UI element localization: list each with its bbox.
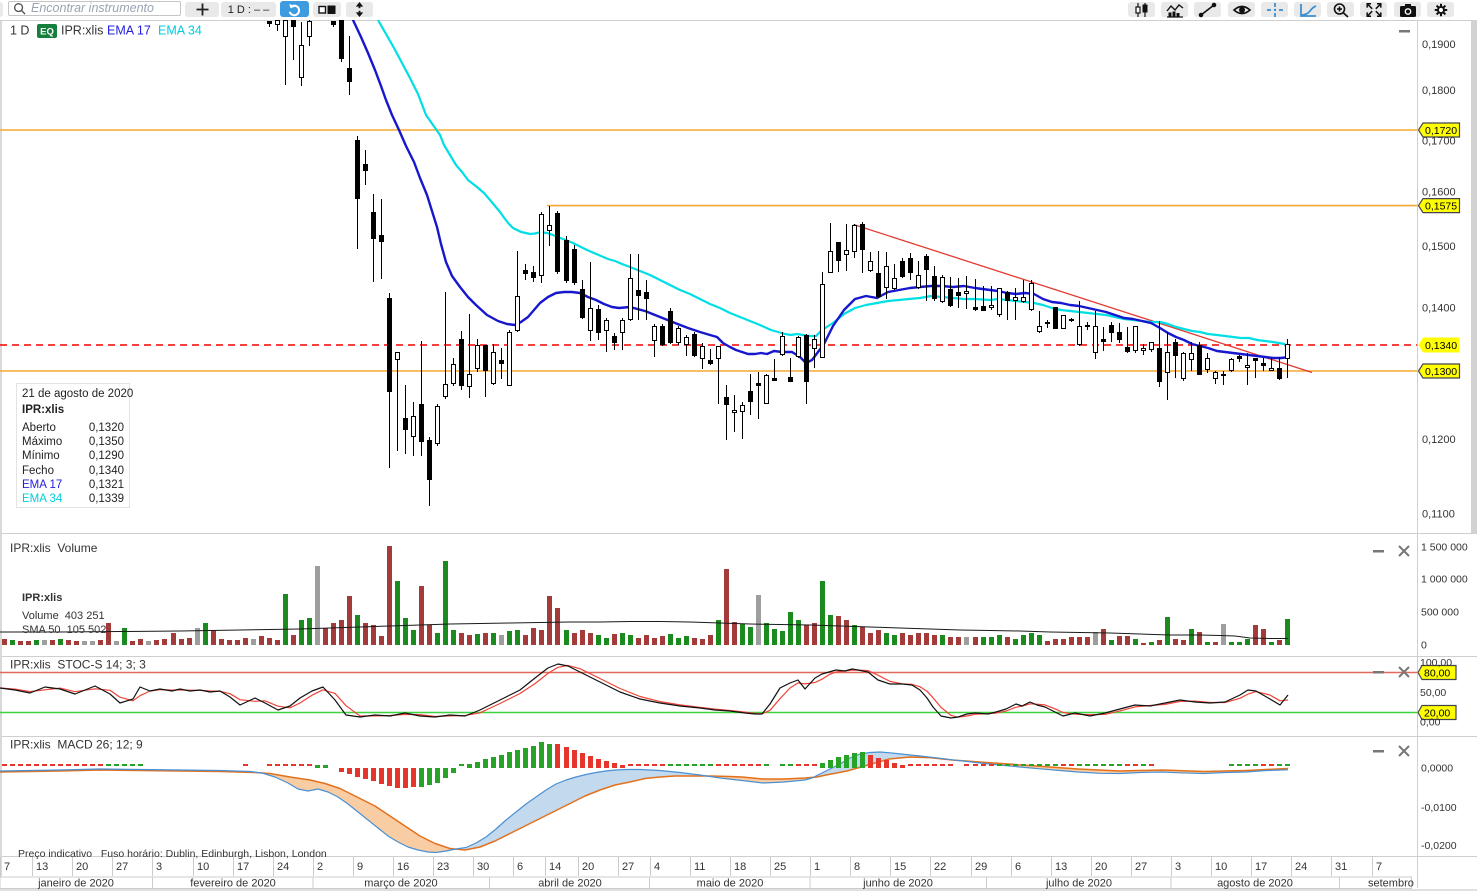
svg-text:fevereiro de 2020: fevereiro de 2020	[190, 878, 276, 890]
svg-text:0,00: 0,00	[1420, 717, 1441, 729]
svg-text:14: 14	[549, 861, 561, 873]
svg-text:9: 9	[357, 861, 363, 873]
svg-text:4: 4	[654, 861, 660, 873]
svg-text:13: 13	[1055, 861, 1067, 873]
svg-text:50,00: 50,00	[1420, 687, 1446, 699]
svg-text:2: 2	[317, 861, 323, 873]
svg-text:IPR:xlis MACD 26; 12; 9: IPR:xlis MACD 26; 12; 9	[10, 738, 143, 752]
svg-text:6: 6	[517, 861, 523, 873]
svg-text:22: 22	[934, 861, 946, 873]
svg-text:abril de 2020: abril de 2020	[538, 878, 602, 890]
svg-text:20: 20	[1095, 861, 1107, 873]
svg-text:setembro d: setembro d	[1368, 878, 1423, 890]
svg-text:20: 20	[582, 861, 594, 873]
svg-text:janeiro de 2020: janeiro de 2020	[37, 878, 114, 890]
svg-text:agosto de 2020: agosto de 2020	[1217, 878, 1293, 890]
svg-text:3: 3	[156, 861, 162, 873]
svg-text:EMA 34: EMA 34	[158, 24, 202, 38]
svg-text:13: 13	[36, 861, 48, 873]
svg-text:0,1300: 0,1300	[1425, 366, 1457, 378]
svg-text:IPR:xlis STOC-S 14; 3; 3: IPR:xlis STOC-S 14; 3; 3	[10, 658, 146, 672]
svg-text:1 000 000: 1 000 000	[1421, 574, 1468, 586]
svg-text:SMA 50 105 502: SMA 50 105 502	[22, 624, 106, 636]
svg-text:0,1500: 0,1500	[1422, 241, 1456, 253]
svg-text:-0,0100: -0,0100	[1421, 802, 1457, 814]
svg-text:1 D: 1 D	[10, 24, 29, 38]
svg-text:25: 25	[774, 861, 786, 873]
svg-text:18: 18	[734, 861, 746, 873]
svg-text:20: 20	[76, 861, 88, 873]
svg-text:0,1720: 0,1720	[1425, 125, 1457, 137]
svg-text:29: 29	[975, 861, 987, 873]
svg-text:27: 27	[116, 861, 128, 873]
svg-text:15: 15	[894, 861, 906, 873]
svg-text:0,1700: 0,1700	[1422, 136, 1456, 148]
svg-text:março de 2020: março de 2020	[364, 878, 437, 890]
svg-text:10: 10	[1215, 861, 1227, 873]
svg-text:27: 27	[622, 861, 634, 873]
svg-text:16: 16	[397, 861, 409, 873]
svg-text:500 000: 500 000	[1421, 607, 1459, 619]
svg-text:EMA 17: EMA 17	[107, 24, 151, 38]
svg-text:10: 10	[197, 861, 209, 873]
svg-text:0,1400: 0,1400	[1422, 303, 1456, 315]
svg-text:17: 17	[237, 861, 249, 873]
svg-text:3: 3	[1175, 861, 1181, 873]
svg-text:20,00: 20,00	[1424, 707, 1450, 719]
svg-text:0,1600: 0,1600	[1422, 187, 1456, 199]
svg-text:0,1800: 0,1800	[1422, 85, 1456, 97]
svg-text:30: 30	[477, 861, 489, 873]
svg-text:julho de 2020: julho de 2020	[1045, 878, 1112, 890]
svg-text:-0,0200: -0,0200	[1421, 840, 1457, 852]
svg-text:8: 8	[854, 861, 860, 873]
svg-text:0: 0	[1421, 640, 1427, 652]
svg-text:6: 6	[1015, 861, 1021, 873]
svg-text:Volume 403 251: Volume 403 251	[22, 610, 105, 622]
svg-text:junho de 2020: junho de 2020	[862, 878, 933, 890]
svg-text:Preço indicativo Fuso horári: Preço indicativo Fuso horário: Dublin, E…	[18, 848, 327, 860]
svg-text:0,1575: 0,1575	[1425, 200, 1457, 212]
svg-text:0,1340: 0,1340	[1425, 340, 1457, 352]
svg-text:1: 1	[814, 861, 820, 873]
svg-text:EQ: EQ	[40, 27, 54, 38]
svg-text:7: 7	[1376, 861, 1382, 873]
svg-text:100,00: 100,00	[1420, 657, 1452, 669]
svg-text:0,0000: 0,0000	[1421, 763, 1453, 775]
svg-text:0,1900: 0,1900	[1422, 39, 1456, 51]
svg-text:IPR:xlis: IPR:xlis	[22, 592, 62, 604]
svg-text:IPR:xlis: IPR:xlis	[61, 24, 103, 38]
svg-text:24: 24	[277, 861, 289, 873]
svg-text:11: 11	[694, 861, 705, 873]
svg-text:31: 31	[1335, 861, 1347, 873]
svg-text:7: 7	[4, 861, 10, 873]
svg-text:0,1200: 0,1200	[1422, 434, 1456, 446]
svg-text:IPR:xlis Volume: IPR:xlis Volume	[10, 541, 98, 555]
svg-text:0,1100: 0,1100	[1422, 509, 1455, 521]
svg-text:17: 17	[1255, 861, 1267, 873]
svg-text:23: 23	[437, 861, 449, 873]
svg-text:24: 24	[1295, 861, 1307, 873]
svg-text:maio de 2020: maio de 2020	[697, 878, 764, 890]
svg-text:1 500 000: 1 500 000	[1421, 542, 1468, 554]
svg-text:80,00: 80,00	[1424, 667, 1450, 679]
svg-text:27: 27	[1135, 861, 1147, 873]
